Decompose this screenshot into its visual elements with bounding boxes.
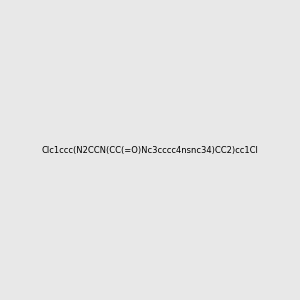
Text: Clc1ccc(N2CCN(CC(=O)Nc3cccc4nsnc34)CC2)cc1Cl: Clc1ccc(N2CCN(CC(=O)Nc3cccc4nsnc34)CC2)c…: [42, 146, 258, 154]
